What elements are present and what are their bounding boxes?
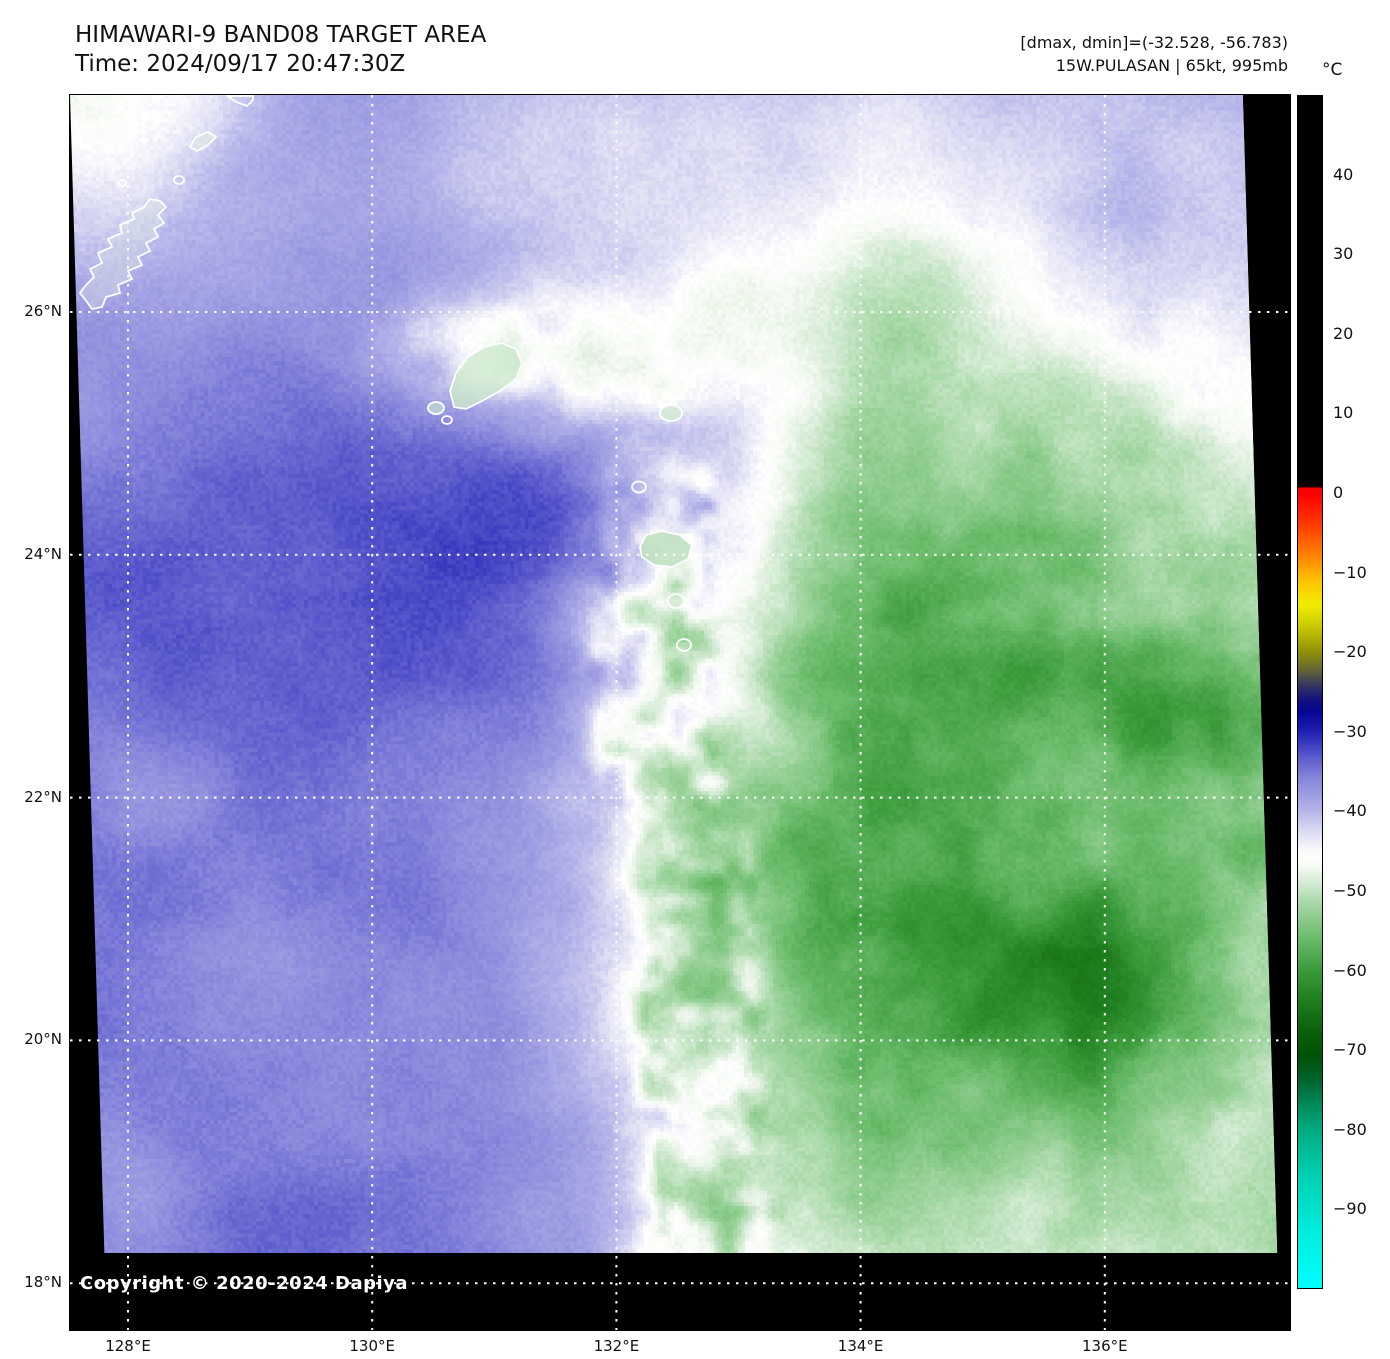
lon-label-136: 136°E	[1081, 1337, 1128, 1355]
lat-label-26: 26°N	[24, 302, 62, 320]
page-title: HIMAWARI-9 BAND08 TARGET AREA	[75, 22, 487, 48]
lat-label-24: 24°N	[24, 544, 62, 563]
colorbar-tick--80: −80	[1333, 1119, 1367, 1139]
colorbar-tick-20: 20	[1333, 323, 1354, 343]
colorbar-tick-30: 30	[1333, 244, 1354, 264]
dmax-dmin-readout: [dmax, dmin]=(-32.528, -56.783)	[1020, 33, 1288, 52]
colorbar-tick--50: −50	[1333, 881, 1367, 900]
lon-label-134: 134°E	[837, 1337, 884, 1355]
colorbar-tick--30: −30	[1333, 721, 1367, 741]
colorbar-tick-0: 0	[1333, 483, 1344, 502]
copyright-watermark: Copyright © 2020-2024 Dapiya	[80, 1273, 409, 1294]
satellite-scan-parallelogram	[70, 95, 1278, 1253]
temperature-colorbar	[1297, 95, 1323, 1289]
colorbar-tick--70: −70	[1333, 1040, 1367, 1060]
lat-label-18: 18°N	[24, 1273, 62, 1292]
storm-info-readout: 15W.PULASAN | 65kt, 995mb	[1055, 56, 1288, 75]
colorbar-tick--20: −20	[1333, 642, 1367, 662]
colorbar-tick--10: −10	[1333, 562, 1367, 582]
colorbar-tick--90: −90	[1333, 1199, 1367, 1219]
colorbar-tick-40: 40	[1333, 164, 1354, 184]
colorbar-tick-10: 10	[1333, 403, 1354, 423]
timestamp-line: Time: 2024/09/17 20:47:30Z	[75, 51, 406, 77]
colorbar-unit-label: °C	[1322, 60, 1343, 80]
colorbar-tick--60: −60	[1333, 960, 1367, 980]
lat-label-20: 20°N	[24, 1030, 62, 1049]
lon-label-130: 130°E	[349, 1337, 395, 1355]
colorbar-gradient-canvas	[1298, 96, 1322, 1288]
colorbar-tick--40: −40	[1333, 801, 1367, 821]
satellite-imagery-canvas	[70, 95, 1278, 1253]
lon-label-128: 128°E	[105, 1337, 151, 1355]
lat-label-22: 22°N	[24, 787, 62, 806]
map-axes: Copyright © 2020-2024 Dapiya	[69, 94, 1291, 1331]
lon-label-132: 132°E	[593, 1337, 640, 1355]
